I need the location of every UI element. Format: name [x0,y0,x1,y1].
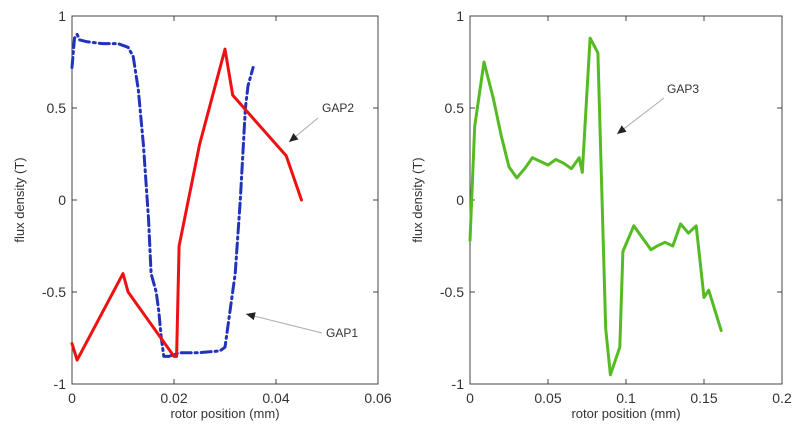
y-tick-label: -1 [54,376,67,392]
x-tick-label: 0.04 [262,390,289,406]
y-tick-label: -1 [452,376,465,392]
x-tick-label: 0.15 [690,390,717,406]
plot-frame [469,15,783,385]
y-tick-label: 0.5 [445,100,465,116]
annotation-arrow-head [246,312,256,321]
x-axis-label: rotor position (mm) [170,406,279,421]
series-line [468,36,723,377]
annotation-label: GAP1 [326,326,358,340]
annotation-arrow-head [289,133,299,142]
y-tick-label: 1 [58,8,66,24]
y-axis-label: flux density (T) [12,157,27,242]
y-tick-label: -0.5 [440,284,464,300]
x-tick-label: 0.2 [772,390,792,406]
y-tick-label: 0 [58,192,66,208]
annotation-label: GAP2 [322,101,354,115]
annotation-arrow-head [617,125,627,134]
x-tick-label: 0.05 [534,390,561,406]
x-tick-label: 0.02 [160,390,187,406]
annotation-label: GAP3 [667,82,699,96]
y-tick-label: 0.5 [47,100,67,116]
series-line [70,32,255,358]
x-tick-label: 0 [68,390,76,406]
x-tick-label: 0 [466,390,474,406]
annotation-arrow-line [616,97,665,135]
x-axis-label: rotor position (mm) [571,406,680,421]
y-axis-label: flux density (T) [410,157,425,242]
x-tick-label: 0.06 [364,390,391,406]
series-line [70,47,303,362]
y-tick-label: -0.5 [42,284,66,300]
y-tick-label: 1 [456,8,464,24]
annotation-arrow-line [245,313,323,334]
x-tick-label: 0.1 [616,390,636,406]
y-tick-label: 0 [456,192,464,208]
